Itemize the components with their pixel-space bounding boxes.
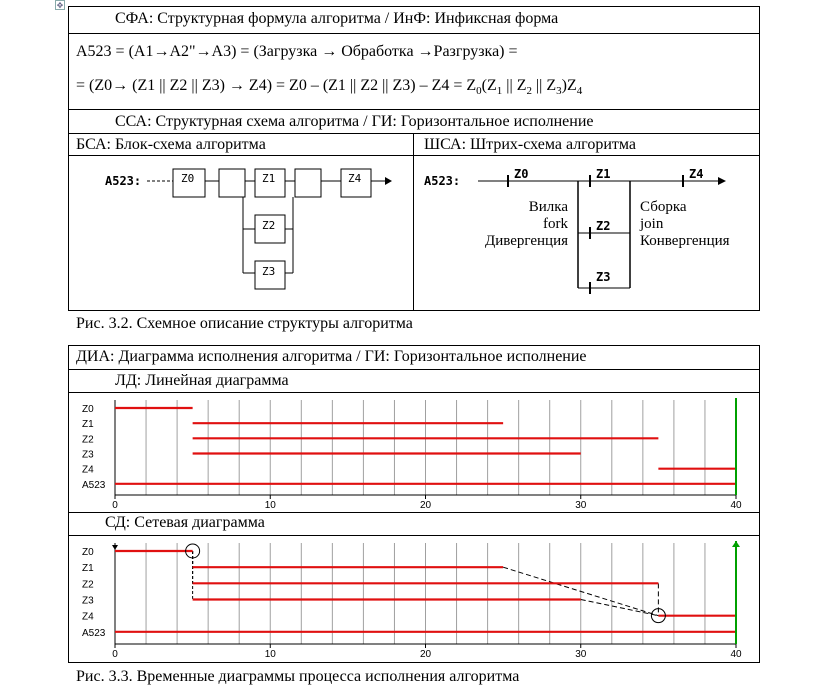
fork-node-icon (185, 543, 201, 559)
fork-label: Дивергенция (484, 233, 568, 249)
stroke-scheme-label: A523: (424, 174, 460, 188)
divider (68, 109, 760, 110)
caption-fig-3-3: Рис. 3.3. Временные диаграммы процесса и… (76, 668, 520, 685)
formula-text: )Z (561, 77, 577, 94)
row-label: A523 (82, 628, 106, 639)
block-z3-label: Z3 (262, 265, 275, 278)
formula-subscript: 0 (476, 85, 482, 98)
formula-text: || Z (531, 77, 557, 94)
divider (68, 535, 760, 536)
x-tick-label: 10 (265, 500, 277, 511)
join-label: Сборка (640, 199, 687, 215)
row-label: Z4 (82, 612, 94, 623)
formula-subscript: 2 (526, 85, 532, 98)
linear-diagram-chart: Z0 Z1 Z2 Z3 Z4 A523 0 10 20 30 40 (82, 398, 742, 511)
stroke-node-z1: Z1 (596, 167, 610, 181)
join-label: join (640, 216, 664, 232)
stroke-node-z4: Z4 (689, 167, 703, 181)
x-tick-label: 0 (112, 649, 118, 660)
x-tick-label: 20 (420, 500, 432, 511)
formula-text: || Z (502, 77, 527, 94)
row-label: Z2 (82, 579, 94, 590)
join-labels: Сборка join Конвергенция (640, 199, 730, 250)
dependency-line (580, 599, 659, 617)
divider (413, 133, 414, 311)
row-label: Z4 (82, 465, 94, 476)
stroke-node-z0: Z0 (514, 167, 528, 181)
block-z1-label: Z1 (262, 172, 275, 185)
formula-line-1: A523 = (A1→A2"→A3) = (Загрузка → Обработ… (76, 43, 518, 60)
row-label: Z3 (82, 596, 94, 607)
shsa-title: ШСА: Штрих-схема алгоритма (424, 136, 637, 153)
stroke-scheme-diagram: A523: Z0 Z1 Z4 Z2 Z3 (424, 167, 726, 294)
formula-subscript: 1 (496, 85, 503, 98)
block-z4-label: Z4 (348, 172, 362, 185)
formula-text: = (Z0→ (Z1 || Z2 || Z3) → Z4) = Z0 – (Z1… (76, 77, 477, 94)
table-move-handle-icon[interactable]: ✥ (55, 0, 65, 10)
block-z0 (172, 168, 206, 198)
formula-line-2: = (Z0→ (Z1 || Z2 || Z3) → Z4) = Z0 – (Z1… (76, 77, 582, 100)
block-z0-label: Z0 (181, 172, 194, 185)
start-arrowhead-icon (112, 545, 118, 550)
sd-title: СД: Сетевая диаграмма (105, 514, 265, 531)
block-scheme-label: A523: (105, 174, 141, 188)
divider (68, 133, 760, 134)
fork-labels: Вилка fork Дивергенция (472, 199, 568, 250)
x-tick-label: 40 (730, 500, 742, 511)
x-tick-label: 0 (112, 500, 118, 511)
divider (68, 392, 760, 393)
formula-subscript: 3 (556, 85, 562, 98)
row-label: Z0 (82, 547, 94, 558)
block-join (294, 168, 322, 198)
dependency-line (502, 566, 659, 617)
join-label: Конвергенция (640, 233, 730, 249)
divider (68, 155, 760, 156)
row-label: Z0 (82, 404, 94, 415)
block-z3 (254, 260, 286, 290)
network-diagram-chart: Z0 Z1 Z2 Z3 Z4 A523 0 10 20 30 40 (82, 541, 742, 660)
block-fork (218, 168, 246, 198)
row-label: Z3 (82, 450, 94, 461)
x-tick-label: 30 (575, 649, 587, 660)
sfa-title: СФА: Структурная формула алгоритма / ИнФ… (115, 10, 559, 27)
block-z1 (254, 168, 286, 198)
caption-fig-3-2: Рис. 3.2. Схемное описание структуры алг… (76, 315, 413, 332)
formula-subscript: 4 (576, 85, 583, 98)
stroke-node-z2: Z2 (596, 219, 610, 233)
divider (68, 33, 760, 34)
structure-table (68, 6, 760, 311)
x-tick-label: 10 (265, 649, 277, 660)
join-node-icon (650, 608, 666, 624)
block-scheme-diagram: A523: Z0 Z1 Z4 Z2 Z3 (105, 168, 392, 290)
divider (68, 512, 760, 513)
block-z2-label: Z2 (262, 219, 275, 232)
bsa-title: БСА: Блок-схема алгоритма (76, 136, 266, 153)
ld-title: ЛД: Линейная диаграмма (115, 372, 289, 389)
fork-label: Вилка (528, 199, 568, 215)
row-label: Z2 (82, 434, 94, 445)
diagram-table (68, 345, 760, 663)
row-label: Z1 (82, 563, 94, 574)
dia-title: ДИА: Диаграмма исполнения алгоритма / ГИ… (76, 348, 587, 365)
divider (68, 369, 760, 370)
x-tick-label: 20 (420, 649, 432, 660)
x-tick-label: 30 (575, 500, 587, 511)
stroke-node-z3: Z3 (596, 270, 610, 284)
fork-label: fork (543, 216, 568, 232)
row-label: A523 (82, 480, 106, 491)
formula-text: (Z (481, 77, 497, 94)
block-z4 (340, 168, 372, 198)
x-tick-label: 40 (730, 649, 742, 660)
row-label: Z1 (82, 419, 94, 430)
ssa-title: ССА: Структурная схема алгоритма / ГИ: Г… (115, 113, 594, 130)
end-arrowhead-icon (732, 541, 740, 547)
